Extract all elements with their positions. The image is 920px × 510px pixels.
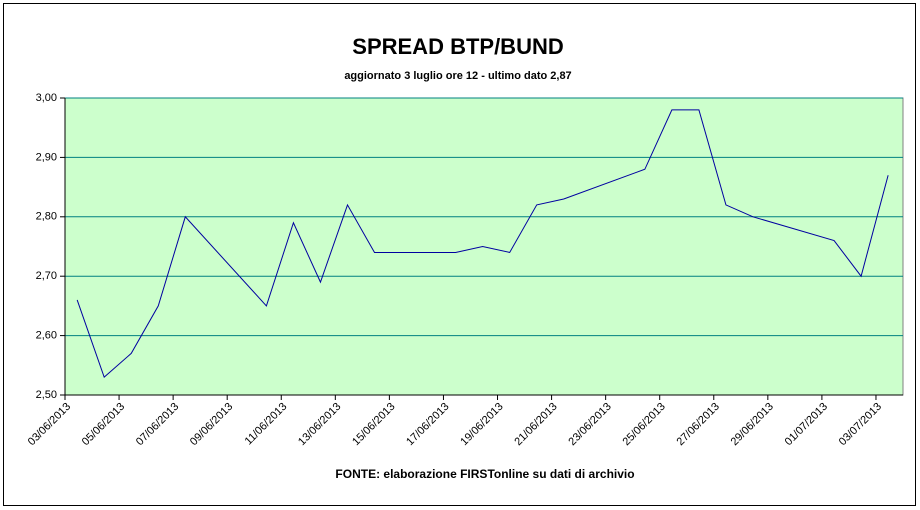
y-tick-label: 2,70 [36, 270, 57, 282]
y-tick-label: 2,80 [36, 211, 57, 223]
chart-subtitle: aggiornato 3 luglio ore 12 - ultimo dato… [344, 70, 571, 82]
chart-title: SPREAD BTP/BUND [352, 34, 563, 59]
y-tick-label: 3,00 [36, 92, 57, 104]
chart-source: FONTE: elaborazione FIRSTonline su dati … [335, 467, 634, 481]
y-tick-label: 2,60 [36, 330, 57, 342]
line-series [76, 109, 889, 379]
y-tick-label: 2,90 [36, 151, 57, 163]
y-tick-label: 2,50 [36, 389, 57, 401]
